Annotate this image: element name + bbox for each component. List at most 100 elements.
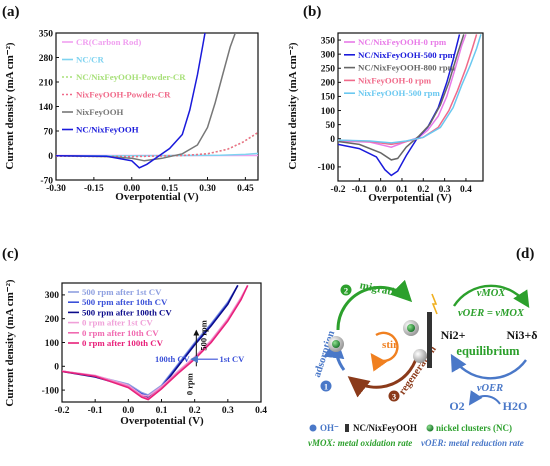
y-axis-title-c: Current density (mA cm⁻²) <box>4 279 16 406</box>
legend-entry: NC/NixFeyOOH-500 rpm <box>358 50 456 60</box>
annotation-1st-cv: 1st CV <box>220 354 246 364</box>
o2-label: O2 <box>449 399 464 413</box>
legend-entry: NC/CR <box>76 55 105 65</box>
y-tick-label: 300 <box>45 291 60 301</box>
y-tick-label: 210 <box>39 78 54 88</box>
legend-entry: NixFeyOOH-500 rpm <box>358 88 441 98</box>
series-line-a-5 <box>56 33 206 169</box>
step-3-number: 3 <box>392 392 396 402</box>
y-tick-label: -100 <box>318 163 336 173</box>
legend-entry: 500 rpm after 1st CV <box>82 287 162 297</box>
annotation-0rpm: 0 rpm <box>184 373 194 395</box>
series-line-a-1 <box>56 152 258 157</box>
chart-panel-c: (c) -0.2 -0.1 0.0 0.1 0.2 0.3 0.4 -100 0 100 200 30… <box>2 246 267 427</box>
legend-entry: NixFeyOOH <box>76 107 124 117</box>
panel-label-c: (c) <box>2 246 19 262</box>
stir-label: stir <box>382 339 398 351</box>
panel-label-d: (d) <box>516 246 534 262</box>
series-group-b <box>338 34 482 177</box>
v-mox-label: vMOX <box>477 288 507 299</box>
x-tick-label: -0.2 <box>330 185 345 195</box>
x-tick-label: 0.2 <box>189 406 201 416</box>
x-tick-label: -0.1 <box>352 185 367 195</box>
h2o-label: H2O <box>503 399 528 413</box>
annotation-100th-cv: 100th CV <box>155 354 191 364</box>
legend-nc: nickel clusters (NC) <box>436 423 512 433</box>
note-v-oer: vOER: metal reduction rate <box>421 438 524 448</box>
x-axis-title-c: Overpotential (V) <box>120 415 204 427</box>
lightning-icon <box>431 293 438 315</box>
ni3-label: Ni3+δ <box>506 328 537 342</box>
stir-arrow <box>370 331 399 372</box>
legend-entry: NC/NixFeyOOH-800 rpm <box>358 63 456 73</box>
nickel-cluster-bottom <box>413 349 427 363</box>
migration-label: migration <box>359 279 407 300</box>
x-tick-label: 0.1 <box>396 185 408 195</box>
x-tick-label: 0.4 <box>255 406 267 416</box>
x-tick-label: -0.30 <box>46 184 66 194</box>
step-1-badge <box>320 380 332 392</box>
legend-a: CR(Carbon Rod) NC/CR NC/NixFeyOOH-Powder-C… <box>62 37 186 135</box>
series-line-b-3 <box>338 34 478 146</box>
y-tick-label: -70 <box>40 176 53 186</box>
y-tick-label: 70 <box>44 127 54 137</box>
legend-entry: 0 rpm after 10th CV <box>82 328 159 338</box>
series-line-b-1 <box>338 34 461 177</box>
oxidation-arrow <box>452 284 530 309</box>
y-tick-label: 250 <box>321 65 336 75</box>
x-tick-label: 0.3 <box>439 185 451 195</box>
x-tick-label: -0.1 <box>88 406 103 416</box>
y-tick-label: 200 <box>321 79 336 89</box>
plot-frame-b <box>337 32 484 182</box>
x-tick-label: 0.1 <box>156 406 168 416</box>
y-tick-label: 0 <box>48 152 53 162</box>
chart-panel-a: (a) -0.30 -0.15 0.00 0.15 0.30 0.45 -70 0 70 140 2… <box>2 4 259 203</box>
series-line-b-4 <box>338 34 482 144</box>
x-tick-label: 0.4 <box>460 185 472 195</box>
x-tick-label: 0.0 <box>122 406 134 416</box>
legend-electrode: NC/NixFeyOOH <box>353 423 417 433</box>
y-tick-label: 200 <box>45 315 60 325</box>
x-tick-label: 0.45 <box>237 184 254 194</box>
legend-entry: 500 rpm after 10th CV <box>82 297 168 307</box>
x-tick-label: 0.2 <box>417 185 429 195</box>
y-tick-label: 100 <box>321 107 336 117</box>
x-tick-label: -0.15 <box>84 184 104 194</box>
electrode-icon <box>345 424 349 432</box>
oer-arrow <box>468 390 501 406</box>
axes-a: -0.30 -0.15 0.00 0.15 0.30 0.45 -70 0 70 140 210 28… <box>39 29 254 194</box>
reduction-arrow <box>450 353 527 380</box>
step-3-badge <box>388 390 400 402</box>
y-tick-label: 0 <box>54 363 59 373</box>
annotation-500rpm: 500 rpm <box>198 320 208 350</box>
legend-b: NC/NixFeyOOH-0 rpm NC/NixFeyOOH-500 rpm NC… <box>344 37 456 98</box>
y-axis-title-a: Current density (mA cm⁻²) <box>4 42 16 169</box>
axes-c: -0.2 -0.1 0.0 0.1 0.2 0.3 0.4 -100 0 100 200 300 <box>42 291 268 416</box>
y-tick-label: 0 <box>330 135 335 145</box>
panel-label-b: (b) <box>303 4 321 20</box>
y-tick-label: 140 <box>39 103 54 113</box>
series-line-b-2 <box>338 34 465 161</box>
schematic-panel-d: (d) stir 2 migration 1 adsorption 3 rege… <box>308 246 538 448</box>
migration-arrow <box>336 279 413 331</box>
series-line-c-5 <box>62 285 249 401</box>
x-tick-label: 0.0 <box>375 185 387 195</box>
series-line-a-4 <box>56 33 237 162</box>
y-axis-title-b: Current density (mA cm⁻²) <box>287 42 299 169</box>
x-axis-title-a: Overpotential (V) <box>115 191 199 203</box>
y-tick-label: 50 <box>326 121 336 131</box>
annotations-c: 500 rpm 0 rpm 1st CV 100th CV <box>155 320 245 395</box>
nickel-cluster-left <box>328 336 344 352</box>
electrode-bar <box>427 312 432 368</box>
series-line-a-3 <box>56 131 258 158</box>
step-2-badge <box>340 284 352 296</box>
equilibrium-label: equilibrium <box>456 344 520 358</box>
legend-entry: NC/NixFeyOOH-Powder-CR <box>76 72 186 82</box>
legend-entry: CR(Carbon Rod) <box>76 37 141 47</box>
ni2-label: Ni2+ <box>441 328 466 342</box>
x-tick-label: 0.15 <box>161 184 178 194</box>
series-line-a-2 <box>56 132 258 158</box>
legend-entry: 0 rpm after 1st CV <box>82 318 153 328</box>
v-oer-label: vOER <box>477 383 503 394</box>
